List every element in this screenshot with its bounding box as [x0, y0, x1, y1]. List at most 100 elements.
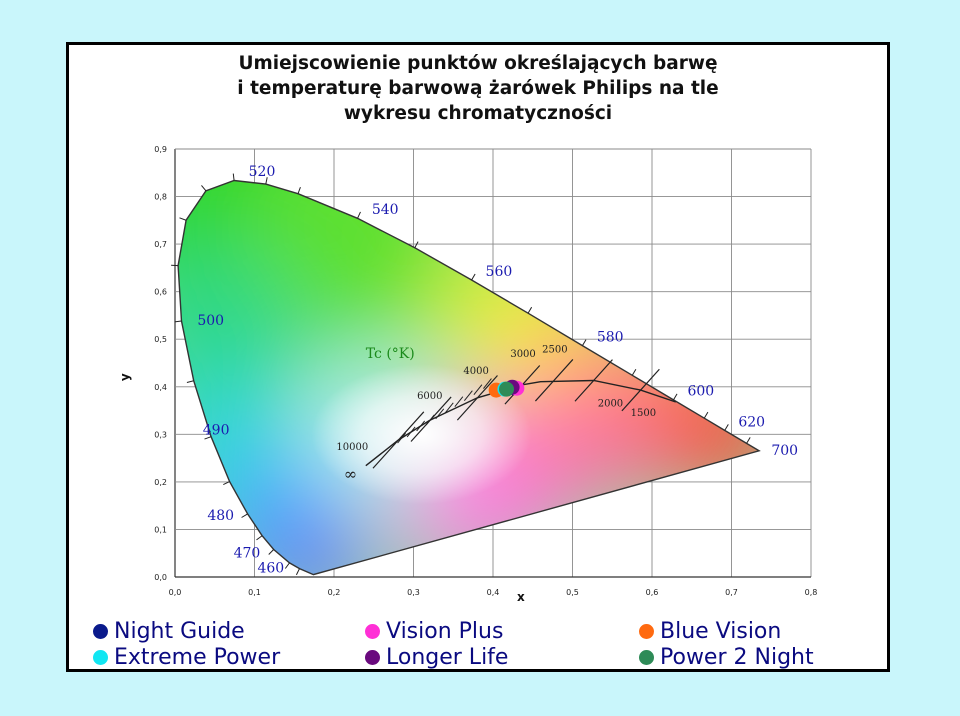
isotherm-tick: [397, 432, 406, 444]
isotherm-tick: [454, 396, 464, 408]
title-line-3: wykresu chromatyczności: [343, 103, 613, 124]
wavelength-label: 490: [203, 423, 230, 439]
color-gamut-fill: [178, 180, 760, 575]
isotherm-line: [456, 375, 498, 421]
locus-tick: [201, 185, 207, 192]
x-tick-label: 0,3: [407, 588, 420, 597]
locus-tick: [724, 424, 729, 431]
locus-tick: [204, 436, 212, 440]
cct-axis-label: Tc (°K): [366, 346, 415, 362]
y-tick-label: 0,2: [154, 478, 167, 487]
locus-tick: [527, 306, 533, 314]
legend-item: Vision Plus: [365, 619, 503, 644]
wavelength-label: 620: [738, 415, 765, 431]
locus-tick: [223, 481, 230, 485]
x-tick-label: 0,7: [725, 588, 738, 597]
locus-tick: [631, 369, 637, 376]
locus-tick: [357, 211, 361, 219]
y-axis-label: y: [118, 373, 132, 381]
isotherm-label: 2000: [598, 398, 623, 409]
wavelength-label: 460: [257, 561, 284, 577]
isotherm-label: 10000: [336, 442, 368, 453]
locus-tick: [746, 437, 751, 444]
locus-tick: [471, 273, 476, 281]
legend-label: Blue Vision: [660, 619, 782, 644]
locus-tick: [297, 187, 301, 194]
title-line-1: Umiejscowienie punktów określających bar…: [238, 53, 718, 74]
x-tick-label: 0,0: [169, 588, 182, 597]
locus-tick: [256, 535, 263, 541]
isotherm-tick: [444, 402, 454, 414]
isotherm-tick: [483, 378, 492, 389]
y-tick-label: 0,3: [154, 430, 167, 439]
wavelength-label: 600: [687, 384, 714, 400]
locus-tick: [582, 339, 587, 346]
isotherm-line: [534, 359, 574, 402]
wavelength-label: 470: [234, 545, 261, 561]
legend-item: Power 2 Night: [639, 645, 814, 670]
locus-tick: [268, 549, 275, 555]
locus-tick: [673, 393, 678, 401]
y-tick-label: 0,5: [154, 335, 167, 344]
gamut-blobs: [178, 180, 760, 575]
locus-tick: [265, 177, 268, 185]
y-tick-label: 0,1: [154, 525, 167, 534]
legend-item: Extreme Power: [93, 645, 280, 670]
legend: Night Guide Vision Plus Blue Vision Extreme…: [93, 619, 893, 673]
legend-marker: [639, 624, 654, 639]
wavelength-label: 700: [771, 443, 798, 459]
isotherm-tick: [435, 408, 445, 420]
x-axis-label: x: [517, 590, 525, 604]
y-tick-label: 0,0: [154, 573, 167, 582]
legend-label: Night Guide: [114, 619, 245, 644]
isotherm-label: 3000: [510, 349, 535, 360]
legend-label: Extreme Power: [114, 645, 281, 670]
legend-item: Blue Vision: [639, 619, 781, 644]
gamut-blob: [268, 507, 369, 575]
legend-marker: [365, 650, 380, 665]
chart-title: Umiejscowienie punktów określających bar…: [69, 51, 887, 126]
locus-tick: [241, 513, 248, 518]
locus-tick: [703, 411, 709, 419]
legend-label: Vision Plus: [386, 619, 504, 644]
legend-item: Night Guide: [93, 619, 245, 644]
locus-tick: [414, 241, 419, 249]
x-tick-label: 0,2: [328, 588, 341, 597]
isotherm-tick: [406, 426, 416, 438]
isotherm-line: [574, 359, 613, 402]
x-tick-label: 0,6: [646, 588, 659, 597]
x-tick-label: 0,5: [566, 588, 579, 597]
isotherm-tick: [463, 390, 473, 401]
y-tick-label: 0,9: [154, 145, 167, 154]
x-tick-label: 0,1: [248, 588, 261, 597]
gamut-blob: [239, 180, 460, 345]
legend-item: Longer Life: [365, 645, 508, 670]
y-tick-label: 0,7: [154, 240, 167, 249]
chromaticity-plot: 0,0 0,1 0,2 0,3 0,4 0,5 0,6 0,7 0,8 0,0 0,1 0,2 0,3 0…: [118, 145, 817, 604]
isotherm-label: 6000: [417, 391, 442, 402]
wavelength-label: 480: [207, 508, 234, 524]
locus-tick: [186, 380, 194, 383]
wavelength-label: 500: [197, 313, 224, 329]
legend-label: Power 2 Night: [660, 645, 814, 670]
locus-tick: [174, 320, 182, 323]
isotherm-tick: [473, 384, 483, 395]
wavelength-label: 520: [249, 164, 276, 180]
locus-tick: [232, 173, 235, 181]
isotherm-line: [372, 411, 425, 469]
isotherm-label: 1500: [631, 408, 656, 419]
x-tick-label: 0,4: [487, 588, 500, 597]
isotherm-label: 2500: [542, 344, 567, 355]
y-tick-label: 0,4: [154, 383, 167, 392]
title-line-2: i temperaturę barwową żarówek Philips na…: [237, 78, 719, 99]
isotherm-line: [621, 368, 660, 412]
wavelength-label: 580: [597, 329, 624, 345]
locus-tick: [284, 562, 290, 569]
legend-marker: [93, 624, 108, 639]
y-tick-label: 0,6: [154, 288, 167, 297]
legend-label: Longer Life: [386, 645, 509, 670]
locus-tick: [179, 217, 187, 221]
isotherm-label: 4000: [463, 366, 488, 377]
legend-marker: [639, 650, 654, 665]
